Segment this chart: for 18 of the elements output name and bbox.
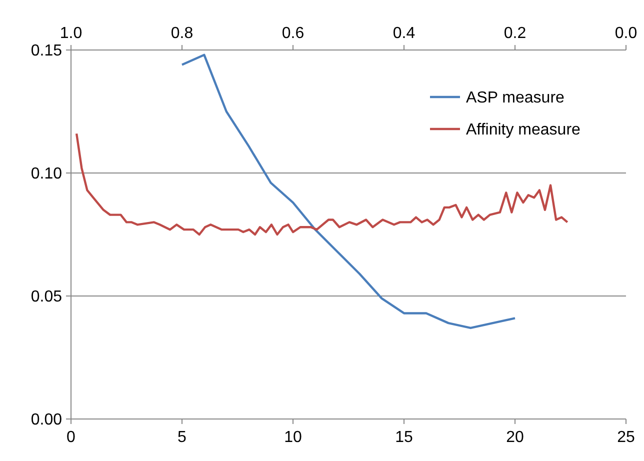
legend-label: Affinity measure <box>466 122 581 139</box>
x2-tick-label: 1.0 <box>60 25 82 42</box>
x-tick-label: 25 <box>617 429 635 446</box>
x2-tick-label: 0.0 <box>614 25 638 42</box>
y-tick-label: 0.10 <box>30 166 62 183</box>
x2-tick-label: 0.2 <box>504 25 526 42</box>
y-tick-label: 0.15 <box>30 42 62 60</box>
legend-label: ASP measure <box>466 90 565 107</box>
x2-tick-label: 0.8 <box>170 25 194 42</box>
x-tick-label: 10 <box>284 429 302 446</box>
x-tick-label: 0 <box>66 429 76 446</box>
x-tick-label: 20 <box>506 429 524 446</box>
y-tick-label: 0.00 <box>30 412 62 429</box>
x2-tick-label: 0.6 <box>282 25 304 42</box>
y-tick-label: 0.05 <box>30 288 62 306</box>
x-tick-label: 5 <box>178 429 187 446</box>
x-tick-label: 15 <box>395 429 413 446</box>
x2-tick-label: 0.4 <box>392 25 416 42</box>
